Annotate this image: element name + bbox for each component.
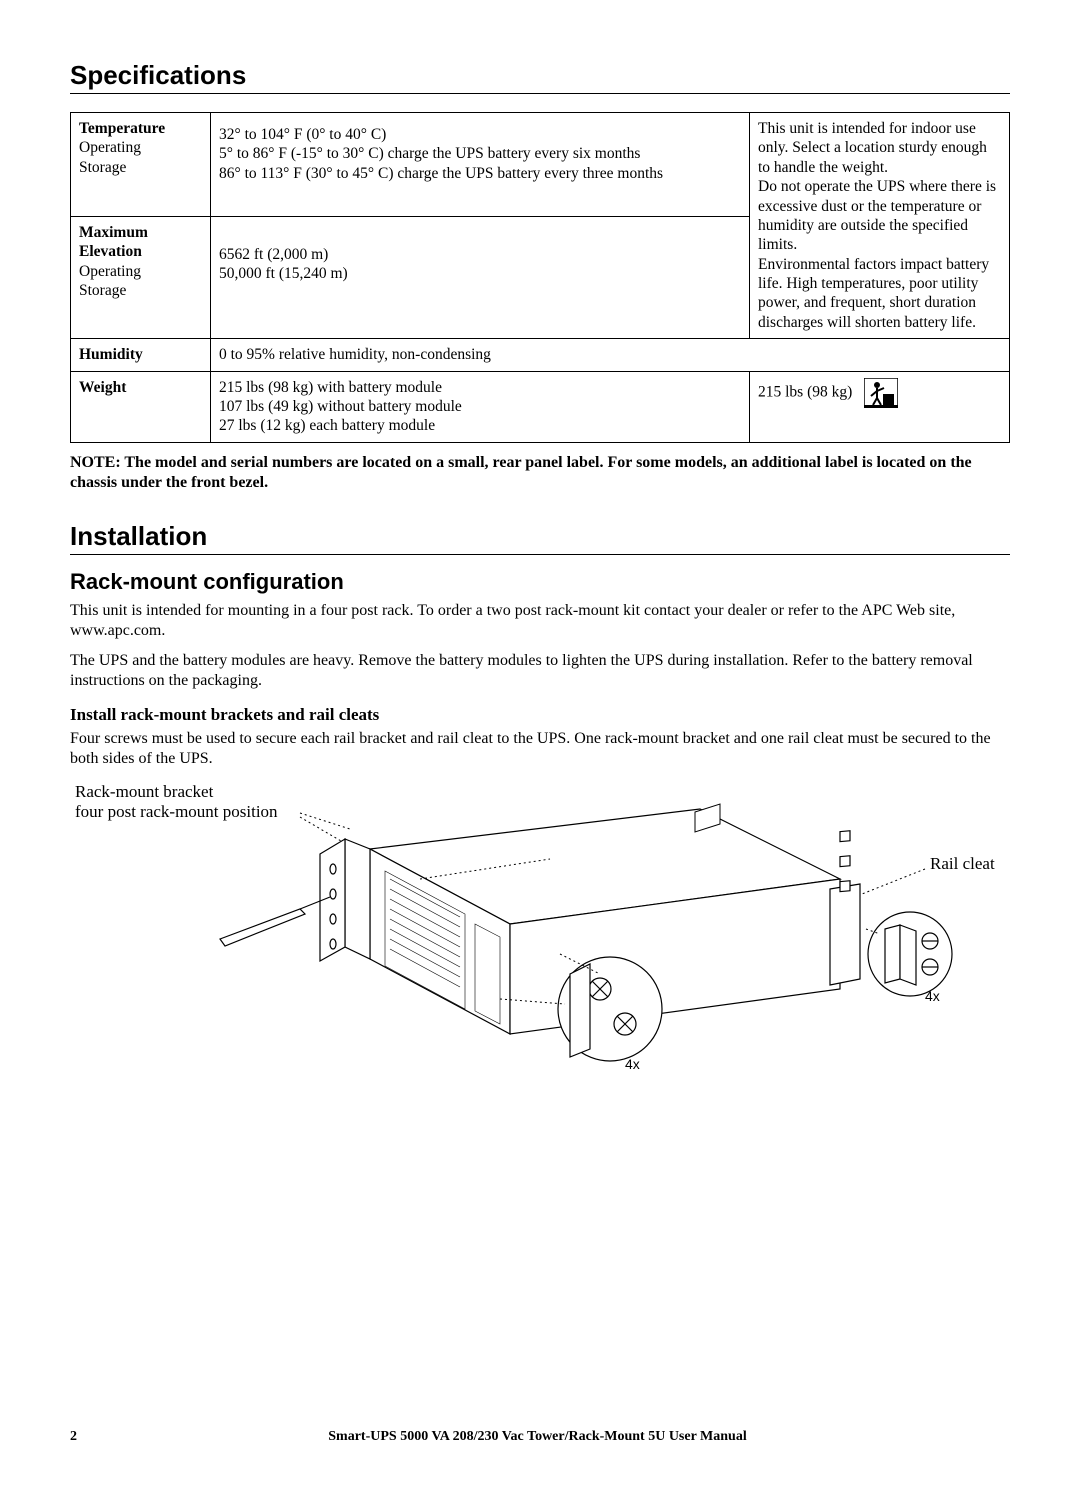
installation-p1: This unit is intended for mounting in a … xyxy=(70,601,1010,641)
temperature-line3: 86° to 113° F (30° to 45° C) charge the … xyxy=(219,165,663,182)
temperature-line1: 32° to 104° F (0° to 40° C) xyxy=(219,126,386,143)
elevation-line2: 50,000 ft (15,240 m) xyxy=(219,265,348,282)
elevation-line1: 6562 ft (2,000 m) xyxy=(219,246,328,263)
bracket-label-2: four post rack-mount position xyxy=(75,802,278,821)
fourx-label-b: 4x xyxy=(925,988,940,1004)
weight-line3: 27 lbs (12 kg) each battery module xyxy=(219,417,435,434)
install-brackets-heading: Install rack-mount brackets and rail cle… xyxy=(70,705,1010,725)
table-row: Weight 215 lbs (98 kg) with battery modu… xyxy=(71,371,1010,442)
weight-label: Weight xyxy=(79,379,126,396)
footer-title: Smart-UPS 5000 VA 208/230 Vac Tower/Rack… xyxy=(77,1429,998,1445)
temperature-label: Temperature xyxy=(79,120,165,137)
environment-notes-cell: This unit is intended for indoor use onl… xyxy=(750,113,1010,339)
env-p2: Do not operate the UPS where there is ex… xyxy=(758,178,996,253)
specifications-heading: Specifications xyxy=(70,60,1010,94)
table-row: Temperature Operating Storage 32° to 104… xyxy=(71,113,1010,217)
rackmount-heading: Rack-mount configuration xyxy=(70,569,1010,595)
humidity-value: 0 to 95% relative humidity, non-condensi… xyxy=(219,346,491,363)
rackmount-diagram: Rack-mount bracket four post rack-mount … xyxy=(70,779,1010,1109)
weight-label-cell: Weight xyxy=(71,371,211,442)
weight-line1: 215 lbs (98 kg) with battery module xyxy=(219,379,442,396)
humidity-value-cell: 0 to 95% relative humidity, non-condensi… xyxy=(211,339,1010,371)
weight-line2: 107 lbs (49 kg) without battery module xyxy=(219,398,462,415)
page-footer: 2 Smart-UPS 5000 VA 208/230 Vac Tower/Ra… xyxy=(70,1429,1010,1445)
lift-icon xyxy=(864,378,898,408)
elevation-storage: Storage xyxy=(79,282,126,299)
temperature-storage: Storage xyxy=(79,159,126,176)
note-text: NOTE: The model and serial numbers are l… xyxy=(70,453,1010,493)
table-row: Humidity 0 to 95% relative humidity, non… xyxy=(71,339,1010,371)
elevation-value-cell: 6562 ft (2,000 m) 50,000 ft (15,240 m) xyxy=(211,217,750,339)
temperature-label-cell: Temperature Operating Storage xyxy=(71,113,211,217)
page-number: 2 xyxy=(70,1429,77,1445)
env-p3: Environmental factors impact battery lif… xyxy=(758,256,989,331)
fourx-label-a: 4x xyxy=(625,1056,640,1072)
env-p1: This unit is intended for indoor use onl… xyxy=(758,120,987,176)
humidity-label: Humidity xyxy=(79,346,143,363)
weight-value-cell: 215 lbs (98 kg) with battery module 107 … xyxy=(211,371,750,442)
temperature-operating: Operating xyxy=(79,139,141,156)
weight-right: 215 lbs (98 kg) xyxy=(758,383,852,400)
elevation-label-cell: Maximum Elevation Operating Storage xyxy=(71,217,211,339)
bracket-label-1: Rack-mount bracket xyxy=(75,782,214,801)
elevation-label: Maximum Elevation xyxy=(79,224,148,260)
installation-p2: The UPS and the battery modules are heav… xyxy=(70,651,1010,691)
weight-right-cell: 215 lbs (98 kg) xyxy=(750,371,1010,442)
elevation-operating: Operating xyxy=(79,263,141,280)
humidity-label-cell: Humidity xyxy=(71,339,211,371)
install-brackets-p: Four screws must be used to secure each … xyxy=(70,729,1010,769)
temperature-line2: 5° to 86° F (-15° to 30° C) charge the U… xyxy=(219,145,640,162)
railcleat-label: Rail cleat xyxy=(930,854,995,873)
installation-heading: Installation xyxy=(70,521,1010,555)
temperature-value-cell: 32° to 104° F (0° to 40° C) 5° to 86° F … xyxy=(211,113,750,217)
specifications-table: Temperature Operating Storage 32° to 104… xyxy=(70,112,1010,443)
